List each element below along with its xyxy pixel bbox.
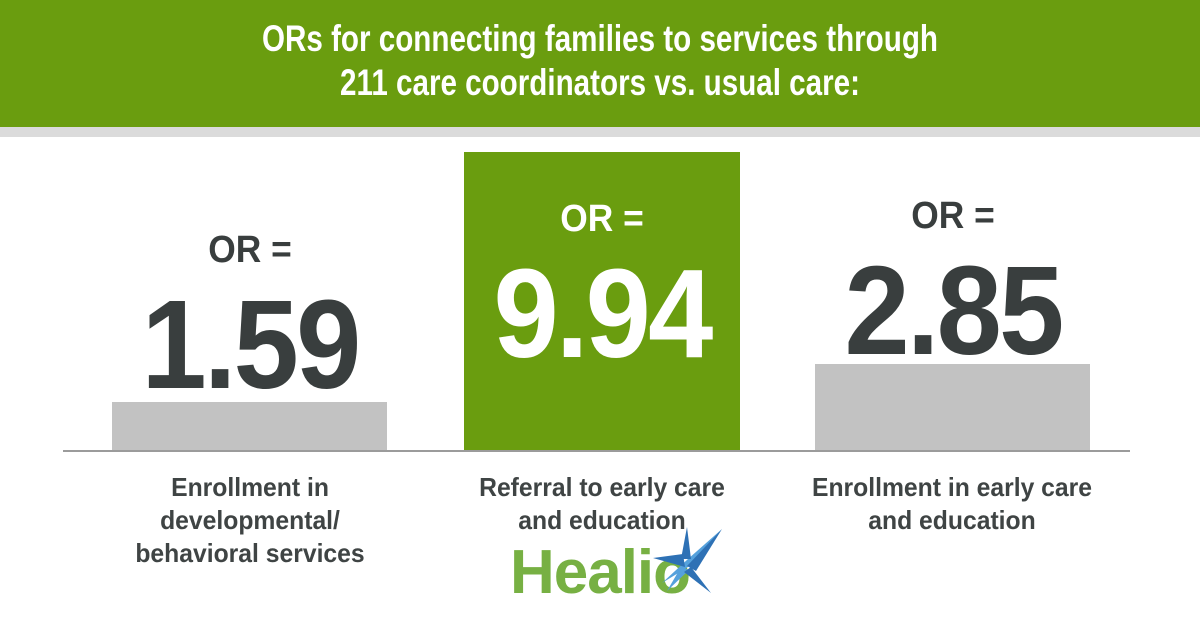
or-value: 2.85 [844,240,1065,381]
title-line-2: 211 care coordinators vs. usual care: [340,62,860,103]
sparkle-star-icon [653,527,722,593]
bar-referral-early-care [464,152,740,450]
category-label-line: Enrollment in developmental/ [160,472,340,535]
category-label-line: behavioral services [135,538,365,568]
or-label: OR = [911,195,995,237]
baseline-axis [63,450,1130,452]
value-block-enrollment-early-care: OR = 2.85 [813,195,1093,381]
value-block-referral-early-care: OR = 9.94 [462,198,742,384]
header-divider [0,127,1200,137]
header-banner: ORs for connecting families to services … [0,0,1200,127]
healio-logo: Healio [0,527,1200,607]
or-label: OR = [560,198,644,240]
category-label-line: and education [518,505,686,535]
category-label-line: Enrollment in early care [811,472,1093,502]
bar-enrollment-early-care [815,364,1090,450]
healio-logo-text: Healio [509,538,691,607]
bar-enrollment-developmental [112,402,387,450]
category-label-enrollment-early-care: Enrollment in early care and education [781,471,1123,537]
category-label-line: and education [868,505,1036,535]
or-value: 9.94 [493,243,714,384]
category-label-line: Referral to early care [479,472,725,502]
category-label-referral-early-care: Referral to early care and education [431,471,773,537]
or-value: 1.59 [141,274,362,415]
category-label-enrollment-developmental: Enrollment in developmental/ behavioral … [79,471,421,570]
chart-area: OR = 1.59 OR = 9.94 OR = 2.85 Enrollment… [0,137,1200,630]
or-label: OR = [208,229,292,271]
value-block-enrollment-developmental: OR = 1.59 [110,229,390,415]
title-line-1: ORs for connecting families to services … [261,18,938,59]
